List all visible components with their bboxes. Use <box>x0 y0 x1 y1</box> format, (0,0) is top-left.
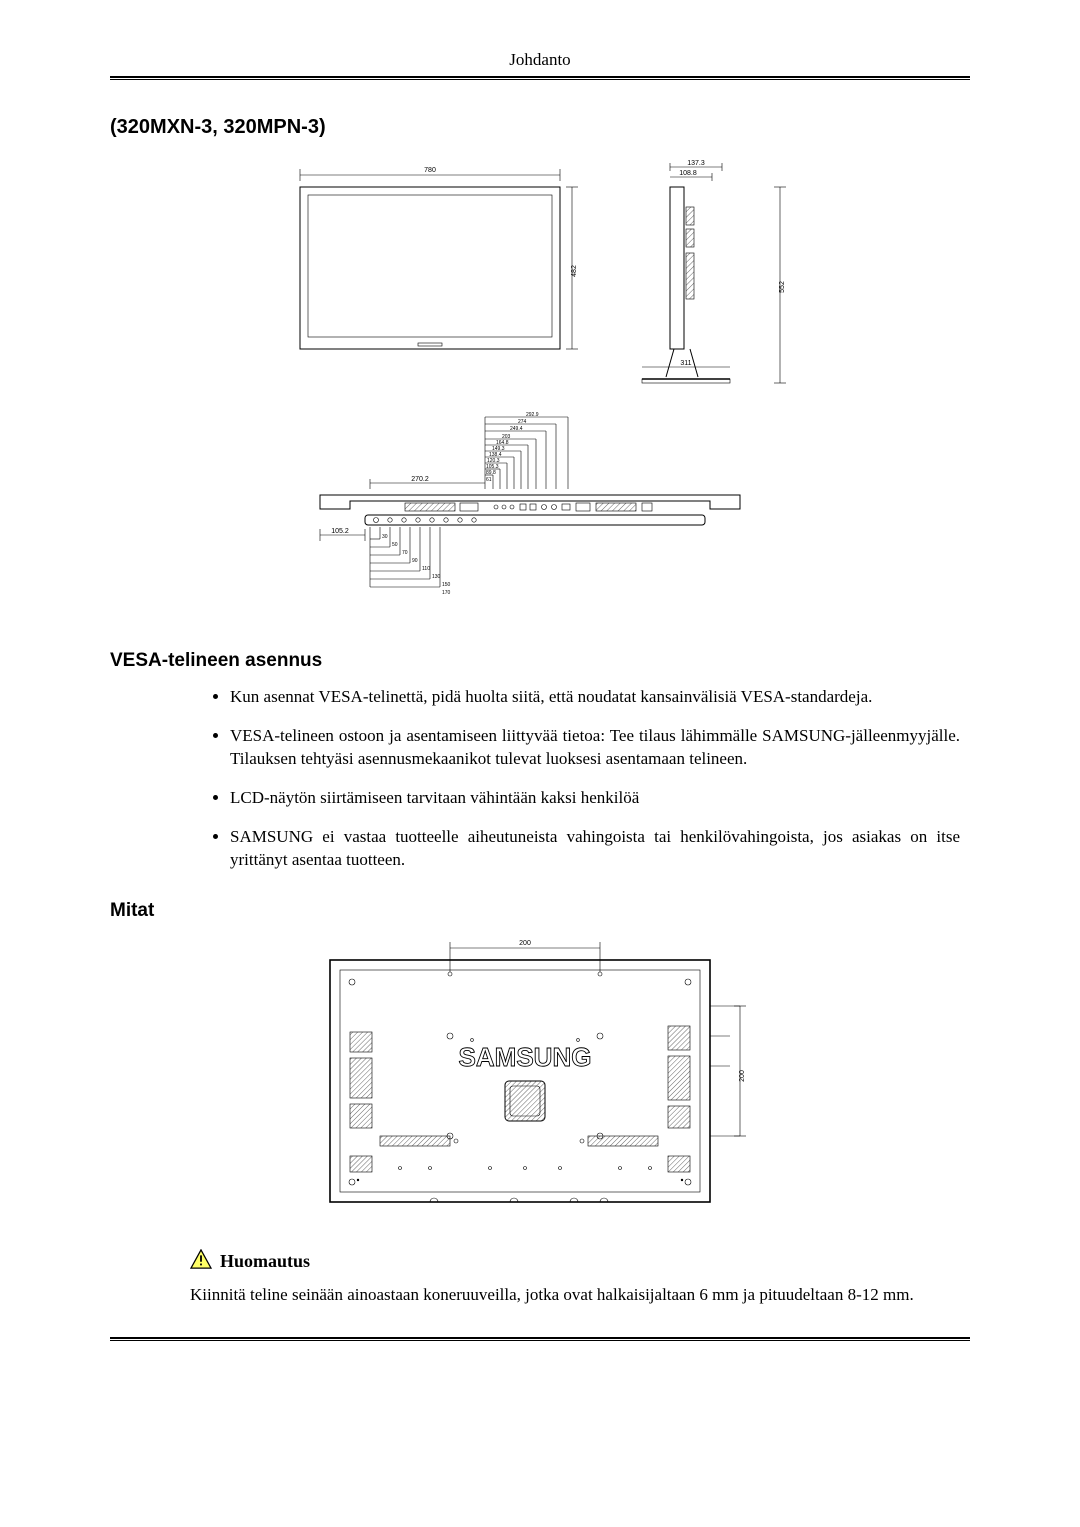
page-header-title: Johdanto <box>110 50 970 76</box>
dim-bottom-105: 105.2 <box>331 528 349 535</box>
vesa-bullet: SAMSUNG ei vastaa tuotteelle aiheutuneis… <box>230 826 960 872</box>
svg-text:89.8: 89.8 <box>486 470 496 476</box>
note-label: Huomautus <box>220 1251 310 1272</box>
svg-text:61: 61 <box>486 477 492 483</box>
dimension-diagram-back: 200 SAMSUNG <box>110 936 970 1221</box>
svg-text:249.4: 249.4 <box>510 426 523 432</box>
svg-text:50: 50 <box>392 542 398 548</box>
svg-text:70: 70 <box>402 550 408 556</box>
dim-fan-bottom: 30 50 70 90 110 130 150 170 <box>370 527 451 596</box>
vesa-heading: VESA-telineen asennus <box>110 650 970 672</box>
svg-text:150: 150 <box>442 582 451 588</box>
dim-fan-top: 292.9 274 249.4 203 164.8 149.3 138.4 12… <box>485 412 568 489</box>
dim-side-top-outer: 137.3 <box>687 160 705 167</box>
svg-text:170: 170 <box>442 590 451 596</box>
mitat-heading: Mitat <box>110 900 970 922</box>
svg-text:90: 90 <box>412 558 418 564</box>
header-rule <box>110 76 970 80</box>
dim-side-height: 552 <box>779 281 786 293</box>
model-heading: (320MXN-3, 320MPN-3) <box>110 116 970 139</box>
dim-front-height: 482 <box>571 265 578 277</box>
dim-back-v: 200 <box>739 1070 746 1082</box>
dim-side-top-inner: 108.8 <box>679 170 697 177</box>
svg-text:130: 130 <box>432 574 441 580</box>
svg-text:274: 274 <box>518 419 527 425</box>
note-row: Huomautus <box>110 1249 970 1274</box>
vesa-bullet-list: Kun asennat VESA-telinettä, pidä huolta … <box>110 686 970 872</box>
footer-rule <box>110 1337 970 1341</box>
dim-side-base: 311 <box>680 360 691 367</box>
svg-text:30: 30 <box>382 534 388 540</box>
vesa-bullet: VESA-telineen ostoon ja asentamiseen lii… <box>230 725 960 771</box>
dimension-diagram-top: 780 482 137.3 108.8 311 <box>110 157 970 622</box>
dim-back-h: 200 <box>519 940 531 947</box>
warning-icon <box>190 1249 212 1274</box>
vesa-bullet: Kun asennat VESA-telinettä, pidä huolta … <box>230 686 960 709</box>
svg-text:292.9: 292.9 <box>526 412 539 418</box>
vesa-bullet: LCD-näytön siirtämiseen tarvitaan vähint… <box>230 787 960 810</box>
brand-text: SAMSUNG <box>459 1042 592 1072</box>
svg-text:110: 110 <box>422 566 430 572</box>
dim-bottom-270: 270.2 <box>411 476 429 483</box>
dim-front-width: 780 <box>424 167 436 174</box>
note-body: Kiinnitä teline seinään ainoastaan koner… <box>110 1284 970 1307</box>
